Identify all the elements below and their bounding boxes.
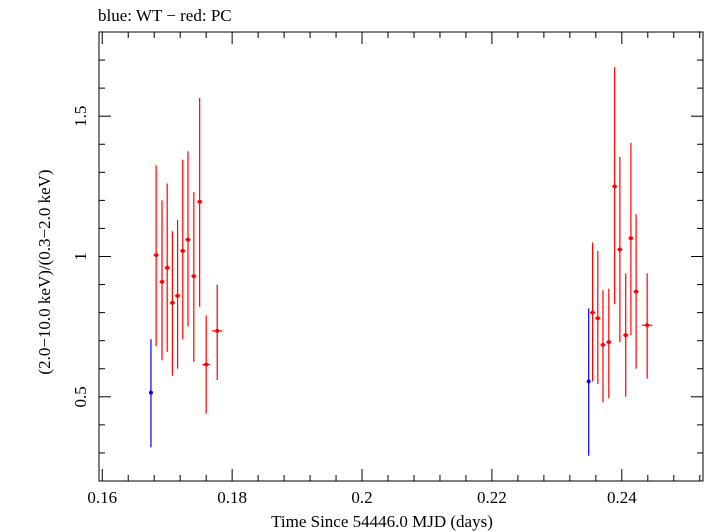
- data-point: [606, 340, 611, 345]
- data-marks: [148, 67, 653, 456]
- data-point: [204, 362, 209, 367]
- data-point: [634, 289, 639, 294]
- plot-frame: [98, 31, 704, 482]
- data-point: [612, 184, 617, 189]
- y-tick-label: 0.5: [71, 386, 90, 407]
- data-point: [595, 316, 600, 321]
- data-point: [590, 310, 595, 315]
- data-point: [623, 333, 628, 338]
- data-point: [159, 279, 164, 284]
- data-point: [586, 379, 591, 384]
- data-point: [165, 265, 170, 270]
- data-point: [175, 293, 180, 298]
- y-axis-ticks: 0.5 1 1.5: [71, 31, 703, 482]
- data-point: [180, 248, 185, 253]
- data-point: [170, 300, 175, 305]
- data-point: [185, 237, 190, 242]
- x-tick-label: 0.22: [477, 488, 507, 507]
- data-point: [600, 342, 605, 347]
- data-point: [148, 390, 153, 395]
- data-point: [191, 274, 196, 279]
- x-tick-label: 0.18: [217, 488, 247, 507]
- x-tick-label: 0.2: [351, 488, 372, 507]
- data-point: [154, 253, 159, 258]
- x-axis-label: Time Since 54446.0 MJD (days): [271, 512, 493, 531]
- y-axis-label: (2.0−10.0 keV)/(0.3−2.0 keV): [35, 169, 54, 374]
- y-tick-label: 1.5: [71, 106, 90, 127]
- data-point: [628, 236, 633, 241]
- data-point: [197, 199, 202, 204]
- data-point: [645, 323, 650, 328]
- x-tick-label: 0.16: [87, 488, 117, 507]
- y-tick-label: 1: [71, 252, 90, 261]
- data-point: [617, 247, 622, 252]
- x-tick-label: 0.24: [607, 488, 637, 507]
- chart-title: blue: WT − red: PC: [98, 6, 232, 25]
- x-axis-ticks: 0.16 0.18 0.2 0.22 0.24: [87, 32, 701, 507]
- data-point: [215, 328, 220, 333]
